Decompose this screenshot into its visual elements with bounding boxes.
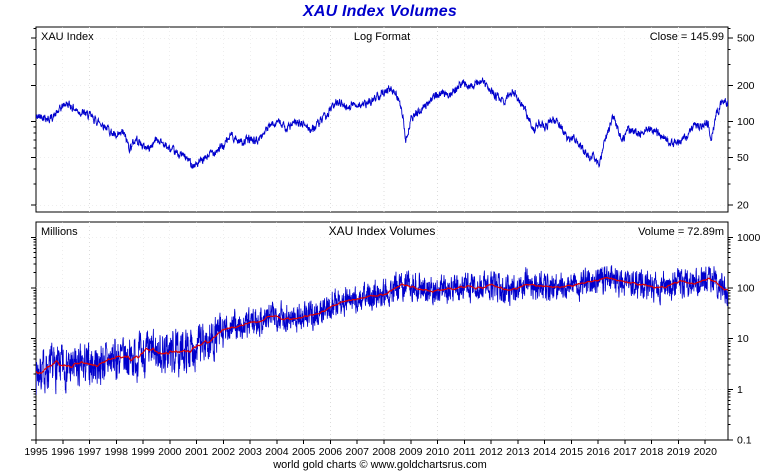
svg-text:2000: 2000 [158, 446, 182, 458]
svg-text:0.1: 0.1 [737, 435, 752, 447]
svg-text:2007: 2007 [346, 446, 370, 458]
svg-text:100: 100 [737, 282, 755, 294]
svg-text:2017: 2017 [613, 446, 637, 458]
svg-text:1996: 1996 [51, 446, 75, 458]
svg-text:2016: 2016 [586, 446, 610, 458]
svg-text:1997: 1997 [78, 446, 102, 458]
price-scale-label: Log Format [353, 31, 411, 43]
svg-text:500: 500 [737, 33, 755, 45]
svg-text:2008: 2008 [372, 446, 396, 458]
price-panel-label: XAU Index [41, 31, 94, 43]
svg-text:2020: 2020 [694, 446, 718, 458]
gridlines-price [36, 27, 728, 212]
volume-close-annotation: Volume = 72.89m [638, 226, 724, 238]
svg-text:2009: 2009 [399, 446, 423, 458]
panel-border-price [35, 26, 729, 213]
svg-text:10: 10 [737, 333, 749, 345]
svg-text:2013: 2013 [506, 446, 530, 458]
svg-text:2001: 2001 [185, 446, 209, 458]
svg-text:2005: 2005 [292, 446, 316, 458]
svg-text:50: 50 [737, 152, 749, 164]
y-axis-labels-volume: 0.1 1 10 100 1000 [737, 232, 760, 447]
gridlines-volume [36, 222, 728, 440]
price-close-annotation: Close = 145.99 [649, 31, 724, 43]
svg-text:2012: 2012 [479, 446, 503, 458]
footer-credit: world gold charts © www.goldchartsrus.co… [273, 459, 487, 471]
svg-text:2015: 2015 [560, 446, 584, 458]
y-axis-ticks-volume [31, 236, 733, 441]
svg-text:2018: 2018 [640, 446, 664, 458]
svg-text:2014: 2014 [533, 446, 557, 458]
price-line [36, 77, 728, 170]
svg-text:2002: 2002 [212, 446, 236, 458]
y-axis-labels-price: 20 50 100 200 500 [737, 33, 755, 212]
y-axis-ticks-price [31, 28, 733, 206]
svg-text:200: 200 [737, 80, 755, 92]
volume-line [36, 265, 728, 395]
svg-text:1000: 1000 [737, 232, 760, 244]
x-axis-ticks [35, 440, 706, 444]
svg-text:1999: 1999 [131, 446, 155, 458]
svg-text:2004: 2004 [265, 446, 289, 458]
svg-text:2011: 2011 [453, 446, 476, 458]
svg-text:2006: 2006 [319, 446, 343, 458]
page-title: XAU Index Volumes [303, 3, 457, 20]
svg-text:1995: 1995 [24, 446, 48, 458]
svg-text:2019: 2019 [667, 446, 691, 458]
x-axis-labels: 1995 1996 1997 1998 1999 2000 2001 2002 2003 2004… [24, 446, 717, 458]
svg-text:20: 20 [737, 200, 749, 212]
svg-text:2003: 2003 [238, 446, 262, 458]
svg-text:1998: 1998 [105, 446, 129, 458]
volume-panel-title: XAU Index Volumes [328, 224, 436, 238]
svg-text:1: 1 [737, 384, 743, 396]
svg-text:2010: 2010 [426, 446, 450, 458]
volume-moving-average-line [36, 276, 728, 375]
volume-units-label: Millions [41, 226, 78, 238]
panel-border-volume [35, 221, 729, 441]
svg-text:100: 100 [737, 116, 755, 128]
